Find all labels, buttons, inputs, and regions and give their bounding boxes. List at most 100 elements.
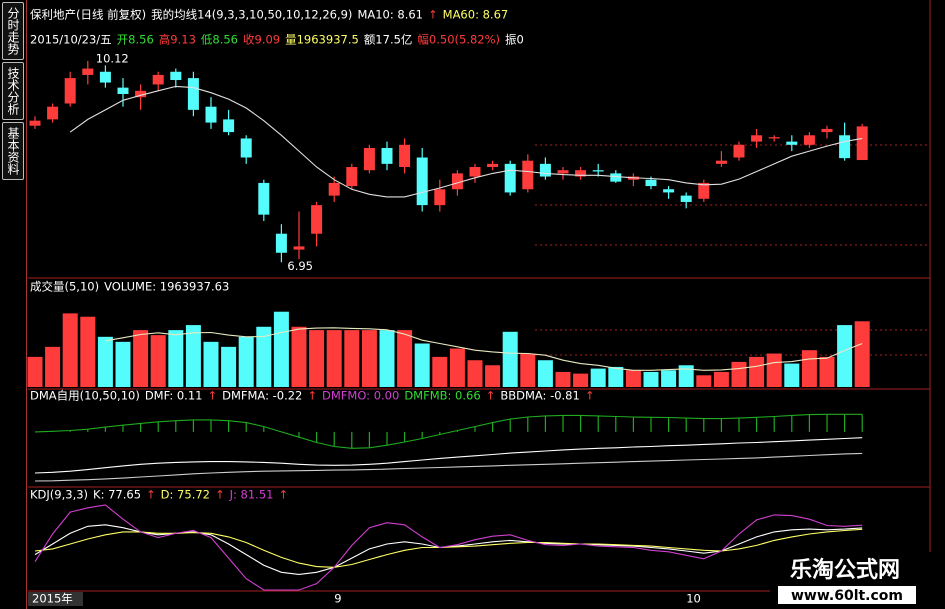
volume-bar <box>625 370 641 387</box>
volume-bar <box>555 371 571 387</box>
candle-body <box>786 141 798 145</box>
candle-body <box>416 157 428 206</box>
watermark-title: 乐淘公式网 <box>790 557 900 583</box>
candle-body <box>557 170 569 174</box>
candle-body <box>680 195 692 202</box>
volume-bar <box>168 330 184 387</box>
candle-body <box>451 173 463 190</box>
volume-bar <box>414 343 430 387</box>
series-line <box>34 413 863 449</box>
x-tick-label: 10 <box>686 592 701 606</box>
volume-bar <box>133 330 149 387</box>
volume-bar <box>749 356 765 387</box>
volume-bar <box>256 326 272 387</box>
legend-item: ↑ <box>278 488 288 502</box>
candle-body <box>821 128 833 133</box>
volume-bar <box>238 336 254 387</box>
candle-body <box>751 135 763 142</box>
candle-body <box>469 167 481 177</box>
candle-body <box>504 163 516 193</box>
candle-body <box>29 120 41 126</box>
candle-body <box>311 205 323 234</box>
tab[interactable]: 技术分析 <box>2 62 24 120</box>
volume-bar <box>203 341 219 387</box>
volume-bar <box>185 325 201 387</box>
legend-item: 成交量(5,10) <box>30 280 99 294</box>
volume-bar <box>766 353 782 387</box>
legend-item: KDJ(9,3,3) <box>30 488 88 502</box>
volume-bar <box>678 365 694 387</box>
candle-body <box>99 71 111 83</box>
volume-bar <box>573 373 589 387</box>
legend-item: 额17.5亿 <box>364 33 413 47</box>
tab[interactable]: 基本资料 <box>2 122 24 180</box>
candle-body <box>346 167 358 187</box>
volume-bar <box>115 341 131 387</box>
high-label: 10.12 <box>96 51 129 65</box>
volume-bar <box>467 360 483 387</box>
volume-bar <box>150 335 166 387</box>
legend-item: K: 77.65 <box>93 488 141 502</box>
candle-body <box>856 126 868 161</box>
volume-bar <box>608 366 624 387</box>
candle-body <box>170 71 182 81</box>
watermark-url: www.60lt.com <box>791 588 903 604</box>
legend-item: D: 75.72 <box>161 488 210 502</box>
volume-bar <box>643 371 659 387</box>
volume-bar <box>520 353 536 387</box>
legend-item: ↑ <box>215 488 225 502</box>
watermark-url-bg <box>778 586 916 604</box>
candle-body <box>539 163 551 177</box>
volume-bar <box>291 326 307 387</box>
volume-bar <box>27 356 43 387</box>
volume-bar <box>854 321 870 387</box>
candle-body <box>381 147 393 164</box>
candle-body <box>275 233 287 253</box>
volume-bar <box>696 375 712 387</box>
volume-bar <box>221 346 237 387</box>
candle-body <box>434 189 446 206</box>
candle-body <box>522 160 534 190</box>
series-line <box>34 452 863 482</box>
volume-bar <box>432 356 448 387</box>
series-line <box>34 437 863 474</box>
legend-item: ↑ <box>486 389 496 403</box>
volume-bar <box>502 331 518 387</box>
legend-item: 量1963937.5 <box>285 33 359 47</box>
legend-item: 2015/10/23/五 <box>30 33 112 47</box>
legend-item: DMFMB: 0.66 <box>404 389 480 403</box>
legend-item: MA60: 8.67 <box>443 8 509 22</box>
series-line <box>34 504 863 591</box>
candle-body <box>82 68 94 75</box>
legend-item: ↑ <box>146 488 156 502</box>
legend-item: ↑ <box>307 389 317 403</box>
candle-body <box>187 78 199 110</box>
x-tick-label: 2015年 <box>32 592 73 606</box>
panel-frame <box>28 0 945 592</box>
volume-bar <box>713 371 729 387</box>
volume-bar <box>309 330 325 387</box>
candle-body <box>768 137 780 139</box>
legend-item: 幅0.50(5.82%) <box>417 33 500 47</box>
legend-item: ↑ <box>585 389 595 403</box>
legend-item: J: 81.51 <box>229 488 274 502</box>
legend-item: DMFMA: -0.22 <box>222 389 302 403</box>
candle-body <box>399 144 411 168</box>
candle-body <box>223 119 235 133</box>
legend-item: VOLUME: 1963937.63 <box>104 280 229 294</box>
candle-body <box>64 78 76 104</box>
volume-bar <box>80 316 96 387</box>
volume-bar <box>661 370 677 387</box>
volume-bar <box>819 356 835 387</box>
volume-bar <box>837 325 853 387</box>
legend-item: ↑ <box>207 389 217 403</box>
axis-box <box>28 592 83 606</box>
volume-bar <box>45 346 61 387</box>
tab[interactable]: 分时走势 <box>2 2 24 60</box>
series-line <box>105 327 863 371</box>
candle-body <box>663 189 675 193</box>
legend-item: 振0 <box>505 33 524 47</box>
volume-bar <box>590 368 606 387</box>
